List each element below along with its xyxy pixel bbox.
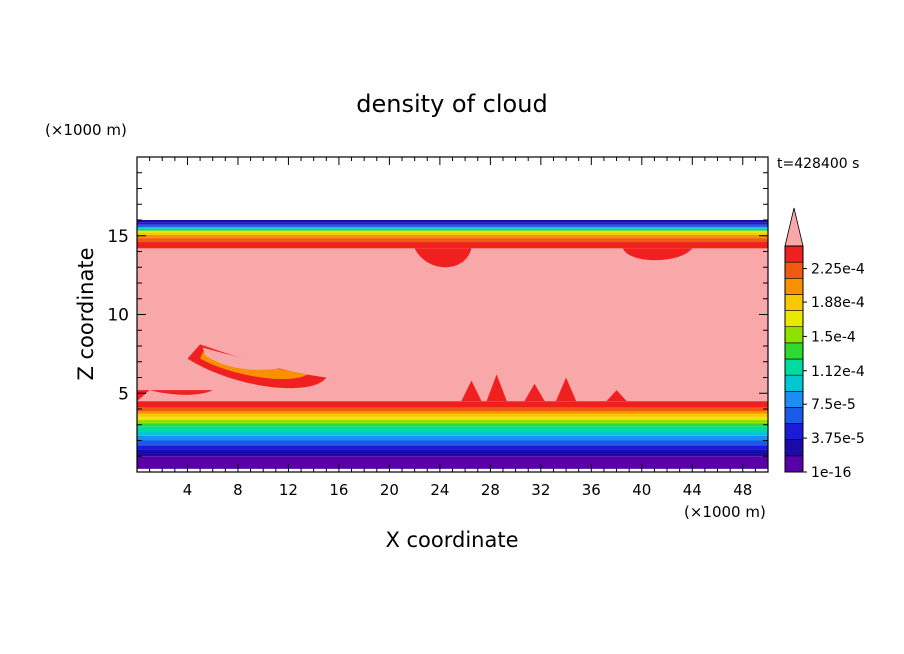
y-tick-label: 15	[107, 227, 129, 247]
field-layer-21	[137, 226, 768, 229]
y-tick-label: 5	[118, 384, 129, 404]
colorbar-swatch-12	[784, 261, 804, 279]
field-layer-9	[137, 416, 768, 421]
colorbar-label: 1e-16	[811, 465, 851, 481]
y-axis-ticks: 5 10 15	[107, 172, 768, 457]
density-field	[137, 220, 768, 469]
left-edge-lobe	[137, 390, 213, 402]
base-spike-4	[606, 390, 627, 402]
x-tick-label: 12	[279, 481, 298, 499]
x-tick-label: 8	[233, 481, 243, 499]
y-unit-label: (×1000 m)	[45, 121, 127, 139]
field-layer-11	[137, 411, 768, 414]
field-layer-18	[137, 232, 768, 235]
x-tick-label: 44	[683, 481, 702, 499]
time-label: t=428400 s	[777, 156, 859, 172]
field-layer-10	[137, 413, 768, 417]
field-layer-3	[137, 440, 768, 446]
x-tick-label: 32	[531, 481, 550, 499]
field-layer-12	[137, 407, 768, 412]
x-axis-ticks: 4 8 12 16 20 24 28 32 36 40 44 48	[149, 157, 756, 499]
x-tick-label: 48	[733, 481, 752, 499]
field-layer-20	[137, 228, 768, 231]
field-layer-13	[137, 401, 768, 408]
y-axis-label: Z coordinate	[74, 247, 98, 380]
x-tick-label: 28	[481, 481, 500, 499]
colorbar-extend-max	[784, 207, 804, 247]
tongue-core	[202, 347, 283, 370]
x-unit-label: (×1000 m)	[684, 503, 766, 521]
field-layer-15	[137, 242, 768, 249]
base-spike-0	[461, 380, 482, 402]
field-layer-6	[137, 426, 768, 432]
x-tick-label: 16	[329, 481, 348, 499]
colorbar-swatch-3	[784, 407, 804, 424]
colorbar-label: 1.5e-4	[811, 329, 856, 345]
base-spike-3	[555, 377, 577, 402]
colorbar-swatch-5	[784, 374, 804, 392]
colorbar-frame	[784, 245, 804, 473]
field-layer-0	[137, 456, 768, 469]
field-layer-1	[137, 449, 768, 457]
field-layer-23	[137, 222, 768, 225]
field-layer-2	[137, 445, 768, 450]
x-axis-label: X coordinate	[385, 528, 518, 552]
colorbar-swatch-9	[784, 310, 804, 328]
colorbar-label: 3.75e-5	[811, 431, 865, 447]
x-tick-label: 4	[183, 481, 193, 499]
colorbar-swatch-1	[784, 439, 804, 457]
colorbar-swatch-10	[784, 294, 804, 311]
field-layer-5	[137, 431, 768, 436]
colorbar-label: 1.12e-4	[811, 364, 865, 380]
field-layer-7	[137, 423, 768, 427]
colorbar-swatch-6	[784, 358, 804, 376]
colorbar-label: 7.5e-5	[811, 397, 856, 413]
colorbar-swatch-8	[784, 326, 804, 344]
colorbar-swatch-4	[784, 390, 804, 408]
colorbar-swatch-0	[784, 455, 804, 473]
colorbar: 2.25e-4 1.88e-4 1.5e-4 1.12e-4 7.5e-5 3.75e-5…	[784, 207, 865, 481]
field-layer-22	[137, 224, 768, 227]
field-layer-8	[137, 420, 768, 424]
x-tick-label: 40	[632, 481, 651, 499]
colorbar-swatch-11	[784, 277, 804, 295]
upper-lobe-left	[414, 248, 472, 268]
x-tick-label: 20	[380, 481, 399, 499]
colorbar-label: 1.88e-4	[811, 295, 865, 311]
y-tick-label: 10	[107, 306, 129, 326]
field-layer-17	[137, 234, 768, 239]
x-tick-label: 36	[582, 481, 601, 499]
colorbar-label: 2.25e-4	[811, 262, 865, 278]
base-spike-2	[524, 383, 545, 402]
field-layer-4	[137, 435, 768, 441]
field-layer-16	[137, 238, 768, 243]
base-spike-1	[486, 374, 507, 402]
colorbar-swatch-13	[784, 245, 804, 263]
colorbar-swatch-2	[784, 423, 804, 441]
upper-lobe-right	[622, 248, 693, 261]
field-layer-19	[137, 230, 768, 233]
x-tick-label: 24	[430, 481, 449, 499]
chart-title: density of cloud	[356, 90, 547, 118]
field-layer-24	[137, 220, 768, 223]
colorbar-swatch-7	[784, 342, 804, 360]
